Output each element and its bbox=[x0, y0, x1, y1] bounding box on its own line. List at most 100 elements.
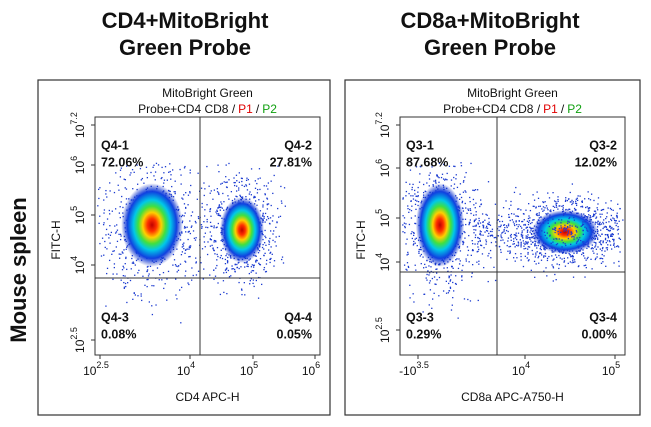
event-dot bbox=[581, 201, 584, 203]
event-dot bbox=[183, 215, 185, 217]
event-dot bbox=[180, 322, 182, 324]
event-dot bbox=[273, 174, 275, 177]
event-dot bbox=[530, 232, 533, 235]
event-dot bbox=[223, 291, 225, 294]
event-dot bbox=[616, 212, 618, 214]
event-dot bbox=[426, 259, 428, 262]
event-dot bbox=[210, 215, 212, 217]
event-dot bbox=[509, 245, 512, 248]
tick-base: 10 bbox=[378, 214, 392, 228]
event-dot bbox=[485, 239, 487, 241]
event-dot bbox=[184, 165, 186, 168]
event-dot bbox=[415, 208, 417, 211]
event-dot bbox=[246, 177, 248, 179]
event-dot bbox=[529, 217, 531, 219]
event-dot bbox=[444, 179, 446, 181]
event-dot bbox=[448, 290, 451, 292]
event-dot bbox=[264, 252, 266, 255]
event-dot bbox=[191, 267, 193, 269]
event-dot bbox=[407, 265, 410, 268]
event-dot bbox=[516, 235, 518, 237]
event-dot bbox=[119, 216, 121, 219]
event-dot bbox=[406, 269, 408, 271]
event-dot bbox=[536, 231, 539, 234]
event-dot bbox=[215, 226, 217, 229]
event-dot bbox=[255, 259, 258, 261]
event-dot bbox=[495, 241, 497, 243]
event-dot bbox=[532, 194, 534, 196]
event-dot bbox=[500, 251, 502, 254]
event-dot bbox=[468, 234, 470, 237]
event-dot bbox=[499, 249, 502, 251]
event-dot bbox=[418, 252, 420, 254]
event-dot bbox=[406, 262, 409, 264]
event-dot bbox=[527, 241, 529, 243]
event-dot bbox=[547, 219, 549, 222]
event-dot bbox=[575, 242, 578, 244]
event-dot bbox=[422, 267, 425, 269]
event-dot bbox=[526, 257, 528, 259]
event-dot bbox=[553, 258, 555, 260]
event-dot bbox=[417, 195, 419, 197]
event-dot bbox=[173, 191, 175, 193]
event-dot bbox=[263, 185, 265, 187]
event-dot bbox=[527, 234, 529, 236]
event-dot bbox=[209, 274, 211, 276]
event-dot bbox=[238, 187, 240, 189]
event-dot bbox=[580, 248, 583, 250]
event-dot bbox=[269, 237, 271, 240]
event-dot bbox=[579, 236, 581, 239]
event-dot bbox=[467, 209, 470, 211]
event-dot bbox=[266, 208, 269, 210]
event-dot bbox=[552, 192, 554, 194]
event-dot bbox=[505, 229, 508, 232]
event-dot bbox=[234, 270, 236, 272]
event-dot bbox=[449, 280, 451, 282]
event-dot bbox=[607, 244, 609, 246]
event-dot bbox=[520, 255, 522, 258]
event-dot bbox=[605, 221, 607, 224]
tick-base: 10 bbox=[378, 258, 392, 272]
event-dot bbox=[573, 252, 575, 254]
event-dot bbox=[536, 251, 538, 253]
event-dot bbox=[187, 204, 189, 206]
event-dot bbox=[261, 246, 264, 249]
event-dot bbox=[587, 210, 589, 212]
event-dot bbox=[448, 277, 450, 279]
event-dot bbox=[530, 240, 532, 242]
event-dot bbox=[417, 195, 419, 198]
event-dot bbox=[588, 198, 590, 200]
event-dot bbox=[557, 233, 560, 235]
event-dot bbox=[406, 254, 408, 256]
event-dot bbox=[520, 233, 522, 236]
event-dot bbox=[609, 225, 611, 227]
event-dot bbox=[477, 250, 479, 253]
event-dot bbox=[97, 205, 99, 207]
event-dot bbox=[594, 221, 597, 223]
y-tick-label: 107.2 bbox=[69, 112, 87, 138]
event-dot bbox=[265, 219, 268, 221]
event-dot bbox=[582, 229, 584, 232]
event-dot bbox=[262, 206, 264, 208]
event-dot bbox=[532, 219, 534, 221]
event-dot bbox=[493, 266, 495, 269]
event-dot bbox=[584, 257, 586, 259]
event-dot bbox=[612, 228, 615, 230]
event-dot bbox=[611, 248, 613, 250]
event-dot bbox=[446, 267, 448, 269]
event-dot bbox=[142, 275, 144, 277]
event-dot bbox=[569, 211, 572, 214]
event-dot bbox=[502, 207, 505, 209]
event-dot bbox=[456, 258, 458, 260]
event-dot bbox=[567, 225, 569, 228]
event-dot bbox=[552, 218, 554, 220]
event-dot bbox=[587, 230, 589, 232]
event-dot bbox=[228, 162, 230, 165]
event-dot bbox=[213, 227, 215, 229]
event-dot bbox=[194, 220, 197, 223]
event-dot bbox=[417, 201, 420, 203]
event-dot bbox=[590, 216, 592, 218]
event-dot bbox=[600, 229, 602, 231]
event-dot bbox=[109, 190, 111, 192]
event-dot bbox=[171, 185, 173, 188]
